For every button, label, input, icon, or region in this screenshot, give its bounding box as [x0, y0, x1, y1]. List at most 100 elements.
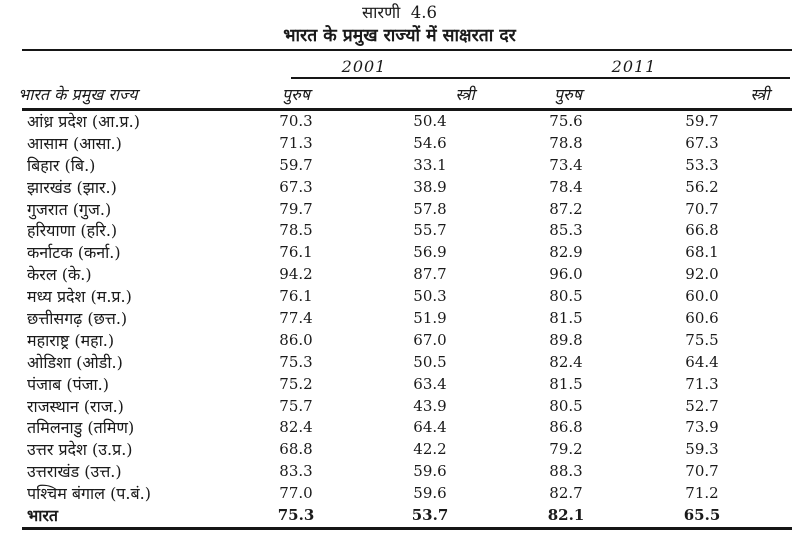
value-cell: 75.3 [277, 506, 315, 525]
value-cell: 86.0 [279, 330, 313, 349]
state-label: ओडिशा (ओडी.) [27, 352, 123, 372]
value-cell: 87.2 [549, 199, 583, 218]
value-cell: 42.2 [413, 440, 447, 459]
value-cell: 64.4 [413, 418, 447, 437]
year-group-2011: 2011 [611, 57, 657, 76]
value-cell: 78.8 [549, 133, 583, 152]
table-title: भारत के प्रमुख राज्यों में साक्षरता दर [283, 26, 516, 46]
value-cell: 55.7 [413, 221, 447, 240]
value-cell: 83.3 [279, 462, 313, 481]
value-cell: 71.3 [685, 374, 719, 393]
value-cell: 70.7 [685, 199, 719, 218]
value-cell: 82.7 [549, 484, 583, 503]
state-label: कर्नाटक (कर्ना.) [27, 243, 121, 263]
table-row: पश्चिम बंगाल (प.बं.) 77.0 59.6 82.7 71.2 [10, 483, 792, 505]
value-cell: 71.2 [685, 484, 719, 503]
state-label: बिहार (बि.) [27, 155, 96, 175]
value-cell: 77.0 [279, 484, 313, 503]
value-cell: 81.5 [549, 309, 583, 328]
value-cell: 60.6 [685, 309, 719, 328]
value-cell: 33.1 [413, 155, 447, 174]
table-row: उत्तराखंड (उत्त.) 83.3 59.6 88.3 70.7 [10, 461, 792, 483]
table-row: छत्तीसगढ़ (छत्त.) 77.4 51.9 81.5 60.6 [10, 308, 792, 330]
value-cell: 59.6 [413, 462, 447, 481]
table-row: ओडिशा (ओडी.) 75.3 50.5 82.4 64.4 [10, 352, 792, 374]
state-label: उत्तर प्रदेश (उ.प्र.) [27, 440, 133, 460]
table-row: राजस्थान (राज.) 75.7 43.9 80.5 52.7 [10, 396, 792, 418]
state-label: महाराष्ट्र (महा.) [27, 330, 115, 350]
value-cell: 85.3 [549, 221, 583, 240]
value-cell: 56.9 [413, 243, 447, 262]
table-row: पंजाब (पंजा.) 75.2 63.4 81.5 71.3 [10, 374, 792, 396]
table-row: उत्तर प्रदेश (उ.प्र.) 68.8 42.2 79.2 59.3 [10, 439, 792, 461]
value-cell: 52.7 [685, 396, 719, 415]
value-cell: 87.7 [413, 265, 447, 284]
value-cell: 38.9 [413, 177, 447, 196]
state-label: उत्तराखंड (उत्त.) [27, 462, 122, 482]
value-cell: 59.3 [685, 440, 719, 459]
value-cell: 88.3 [549, 462, 583, 481]
value-cell: 82.4 [279, 418, 313, 437]
state-label: पश्चिम बंगाल (प.बं.) [27, 484, 151, 504]
value-cell: 76.1 [279, 243, 313, 262]
header-male-2001: पुरुष [282, 85, 310, 104]
value-cell: 78.4 [549, 177, 583, 196]
value-cell: 65.5 [683, 506, 721, 525]
value-cell: 80.5 [549, 287, 583, 306]
header-female-2011: स्त्री [750, 85, 770, 104]
header-rule [22, 108, 792, 111]
header-male-2011: पुरुष [554, 85, 582, 104]
table-body: आंध्र प्रदेश (आ.प्र.) 70.3 50.4 75.6 59.7 आसा… [10, 111, 792, 527]
table-row: मध्य प्रदेश (म.प्र.) 76.1 50.3 80.5 60.0 [10, 286, 792, 308]
table-row: गुजरात (गुज.) 79.7 57.8 87.2 70.7 [10, 199, 792, 221]
value-cell: 92.0 [685, 265, 719, 284]
state-label: तमिलनाडु (तमिण) [27, 418, 135, 438]
value-cell: 67.3 [279, 177, 313, 196]
value-cell: 50.4 [413, 112, 447, 130]
table-row: केरल (के.) 94.2 87.7 96.0 92.0 [10, 264, 792, 286]
value-cell: 94.2 [279, 265, 313, 284]
state-column-header: भारत के प्रमुख राज्य [18, 85, 138, 104]
value-cell: 66.8 [685, 221, 719, 240]
value-cell: 82.1 [547, 506, 585, 525]
value-cell: 59.7 [279, 155, 313, 174]
table-number-title: सारणी 4.6 [361, 3, 438, 22]
year-group-underline [291, 77, 790, 79]
value-cell: 75.7 [279, 396, 313, 415]
table-row: बिहार (बि.) 59.7 33.1 73.4 53.3 [10, 155, 792, 177]
table-row: महाराष्ट्र (महा.) 86.0 67.0 89.8 75.5 [10, 330, 792, 352]
value-cell: 68.1 [685, 243, 719, 262]
table-row: तमिलनाडु (तमिण) 82.4 64.4 86.8 73.9 [10, 417, 792, 439]
table-row: हरियाणा (हरि.) 78.5 55.7 85.3 66.8 [10, 220, 792, 242]
value-cell: 73.9 [685, 418, 719, 437]
value-cell: 59.6 [413, 484, 447, 503]
table-row: कर्नाटक (कर्ना.) 76.1 56.9 82.9 68.1 [10, 242, 792, 264]
table-row: आंध्र प्रदेश (आ.प्र.) 70.3 50.4 75.6 59.7 [10, 111, 792, 133]
value-cell: 70.7 [685, 462, 719, 481]
state-label: झारखंड (झार.) [27, 177, 117, 197]
value-cell: 82.9 [549, 243, 583, 262]
value-cell: 43.9 [413, 396, 447, 415]
table-row-total: भारत 75.3 53.7 82.1 65.5 [10, 505, 792, 527]
value-cell: 64.4 [685, 352, 719, 371]
value-cell: 57.8 [413, 199, 447, 218]
value-cell: 51.9 [413, 309, 447, 328]
value-cell: 81.5 [549, 374, 583, 393]
value-cell: 50.5 [413, 352, 447, 371]
value-cell: 78.5 [279, 221, 313, 240]
value-cell: 82.4 [549, 352, 583, 371]
year-group-row: 2001 2011 [10, 51, 792, 79]
state-label: राजस्थान (राज.) [27, 396, 124, 416]
literacy-table: 2001 2011 भारत के प्रमुख राज्य पुरुष स्त… [10, 49, 792, 530]
state-label: मध्य प्रदेश (म.प्र.) [27, 287, 132, 307]
value-cell: 89.8 [549, 330, 583, 349]
value-cell: 50.3 [413, 287, 447, 306]
value-cell: 77.4 [279, 309, 313, 328]
value-cell: 75.3 [279, 352, 313, 371]
state-label: केरल (के.) [27, 265, 92, 285]
value-cell: 56.2 [685, 177, 719, 196]
value-cell: 80.5 [549, 396, 583, 415]
value-cell: 75.6 [549, 112, 583, 130]
state-label: गुजरात (गुज.) [27, 199, 112, 219]
